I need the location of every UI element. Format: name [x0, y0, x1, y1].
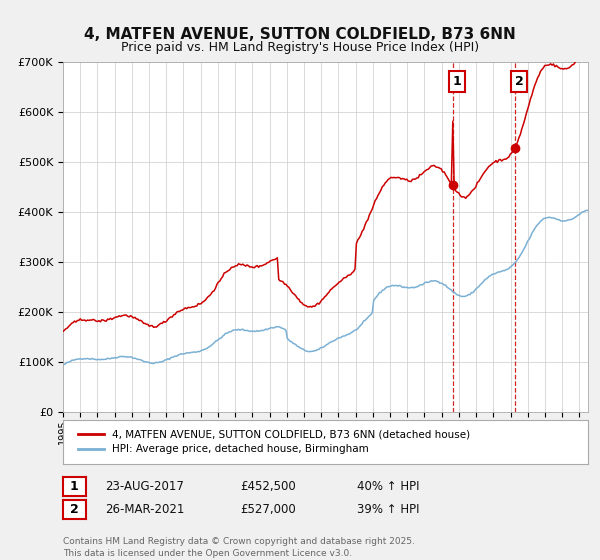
Legend: 4, MATFEN AVENUE, SUTTON COLDFIELD, B73 6NN (detached house), HPI: Average price: 4, MATFEN AVENUE, SUTTON COLDFIELD, B73 … — [73, 425, 474, 459]
Text: 1: 1 — [453, 75, 461, 88]
Text: 2: 2 — [515, 75, 523, 88]
Text: 2: 2 — [70, 503, 79, 516]
Text: 23-AUG-2017: 23-AUG-2017 — [105, 479, 184, 493]
Text: 26-MAR-2021: 26-MAR-2021 — [105, 503, 184, 516]
Text: £527,000: £527,000 — [240, 503, 296, 516]
Text: £452,500: £452,500 — [240, 479, 296, 493]
Text: Contains HM Land Registry data © Crown copyright and database right 2025.
This d: Contains HM Land Registry data © Crown c… — [63, 537, 415, 558]
Text: Price paid vs. HM Land Registry's House Price Index (HPI): Price paid vs. HM Land Registry's House … — [121, 40, 479, 54]
Text: 1: 1 — [70, 479, 79, 493]
Text: 4, MATFEN AVENUE, SUTTON COLDFIELD, B73 6NN: 4, MATFEN AVENUE, SUTTON COLDFIELD, B73 … — [84, 27, 516, 42]
Text: 40% ↑ HPI: 40% ↑ HPI — [357, 479, 419, 493]
Text: 39% ↑ HPI: 39% ↑ HPI — [357, 503, 419, 516]
